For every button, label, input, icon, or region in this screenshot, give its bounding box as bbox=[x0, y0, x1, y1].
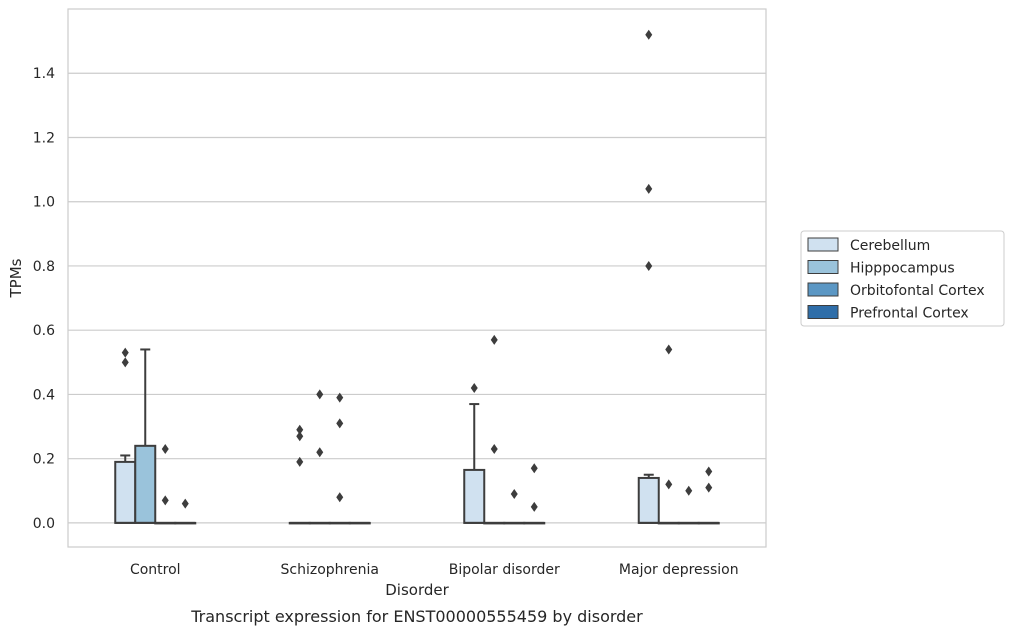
outlier-point bbox=[181, 498, 189, 509]
outlier-point bbox=[316, 389, 324, 400]
box-group bbox=[348, 521, 371, 525]
x-axis-label: Disorder bbox=[385, 581, 449, 599]
outlier-point bbox=[316, 447, 324, 458]
y-tick-label: 0.6 bbox=[33, 323, 55, 339]
outlier-point bbox=[665, 344, 673, 355]
legend: Cerebellum Hipppocampus Orbitofontal Corte… bbox=[800, 230, 1005, 327]
box-group bbox=[134, 348, 157, 524]
legend-swatch bbox=[807, 305, 839, 319]
x-tick-label: Control bbox=[130, 562, 181, 578]
box-group bbox=[637, 29, 660, 524]
legend-frame bbox=[800, 230, 1005, 327]
box-group bbox=[328, 392, 351, 525]
x-tick-labels: Control Schizophrenia Bipolar disorder Majo… bbox=[130, 562, 739, 578]
box bbox=[114, 460, 137, 524]
outlier-point bbox=[296, 456, 304, 467]
outlier-point bbox=[530, 501, 538, 512]
x-tick-label: Schizophrenia bbox=[281, 562, 379, 578]
box-group bbox=[657, 344, 680, 525]
outlier-point bbox=[121, 347, 129, 358]
outlier-point bbox=[161, 495, 169, 506]
outlier-point bbox=[490, 444, 498, 455]
box bbox=[134, 444, 157, 524]
outlier-point bbox=[685, 485, 693, 496]
outlier-point bbox=[336, 392, 344, 403]
outlier-point bbox=[665, 479, 673, 490]
box bbox=[463, 468, 486, 524]
box-group bbox=[288, 424, 311, 525]
box-group bbox=[463, 383, 486, 524]
x-tick-label: Bipolar disorder bbox=[449, 562, 560, 578]
legend-label: Prefrontal Cortex bbox=[850, 306, 969, 322]
y-tick-labels: 0.0 0.2 0.4 0.6 0.8 1.0 1.2 1.4 bbox=[33, 66, 55, 532]
y-tick-label: 0.4 bbox=[33, 387, 55, 403]
box-group bbox=[677, 485, 700, 525]
outlier-point bbox=[705, 482, 713, 493]
outlier-point bbox=[645, 183, 653, 194]
plot-marks bbox=[114, 29, 720, 525]
legend-label: Cerebellum bbox=[850, 238, 930, 254]
box-group bbox=[154, 444, 177, 525]
y-tick-label: 1.2 bbox=[33, 130, 55, 146]
outlier-point bbox=[645, 260, 653, 271]
y-tick-label: 0.2 bbox=[33, 452, 55, 468]
box-group bbox=[523, 463, 546, 525]
y-tick-label: 1.0 bbox=[33, 195, 55, 211]
x-tick-label: Major depression bbox=[619, 562, 739, 578]
box-group bbox=[503, 489, 526, 525]
outlier-point bbox=[161, 444, 169, 455]
plot-frame bbox=[67, 8, 767, 548]
box-group bbox=[697, 466, 720, 525]
legend-swatch bbox=[807, 260, 839, 274]
box-group bbox=[308, 389, 331, 525]
outlier-point bbox=[705, 466, 713, 477]
outlier-point bbox=[530, 463, 538, 474]
outlier-point bbox=[336, 492, 344, 503]
outlier-point bbox=[296, 424, 304, 435]
y-tick-label: 1.4 bbox=[33, 66, 55, 82]
gridlines bbox=[68, 72, 766, 524]
box-group bbox=[174, 498, 197, 525]
outlier-point bbox=[645, 29, 653, 40]
chart-caption: Transcript expression for ENST0000055545… bbox=[190, 607, 643, 626]
legend-label: Hipppocampus bbox=[850, 261, 955, 277]
legend-swatch bbox=[807, 237, 839, 252]
y-tick-label: 0.0 bbox=[33, 516, 55, 532]
legend-label: Orbitofontal Cortex bbox=[850, 283, 985, 299]
outlier-point bbox=[470, 383, 478, 394]
outlier-point bbox=[510, 489, 518, 500]
box bbox=[637, 476, 660, 524]
outlier-point bbox=[121, 357, 129, 368]
box-group bbox=[114, 347, 137, 524]
outlier-point bbox=[336, 418, 344, 429]
outlier-point bbox=[296, 431, 304, 442]
y-axis-label: TPMs bbox=[7, 258, 25, 298]
legend-swatch bbox=[807, 282, 839, 297]
box-group bbox=[483, 334, 506, 525]
outlier-point bbox=[490, 334, 498, 345]
y-tick-label: 0.8 bbox=[33, 259, 55, 275]
